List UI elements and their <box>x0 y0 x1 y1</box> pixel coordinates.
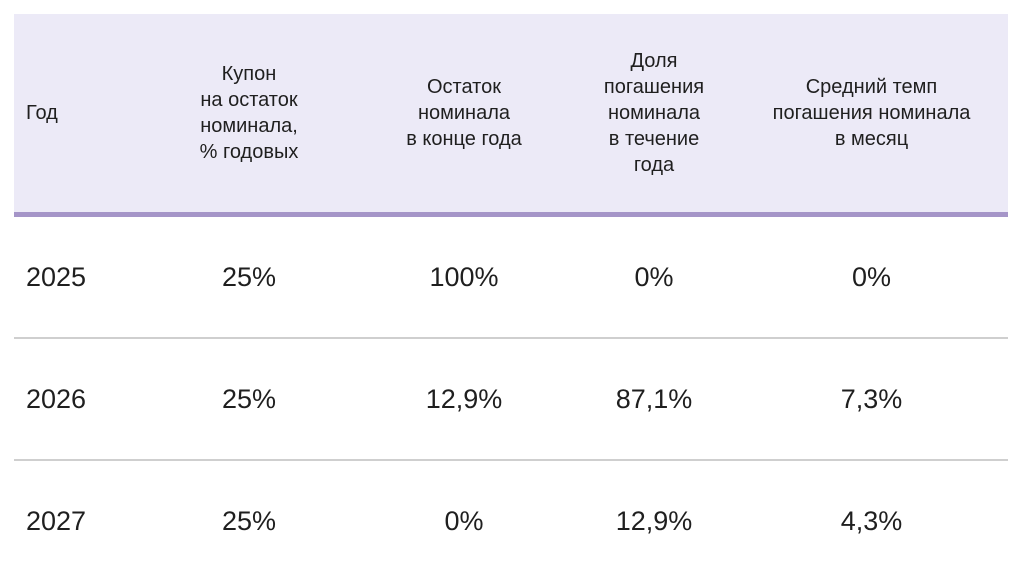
cell-coupon: 25% <box>221 261 277 292</box>
header-redemption-share: Доля погашения номинала в течение года <box>603 50 705 176</box>
table-row: 2026 25% 12,9% 87,1% 7,3% <box>14 339 1008 461</box>
cell-redemption-share: 0% <box>634 261 674 292</box>
cell-redemption-share: 87,1% <box>615 383 693 414</box>
cell-remaining-nominal: 100% <box>429 261 499 292</box>
header-monthly-rate: Средний темп погашения номинала в месяц <box>772 76 971 150</box>
cell-year: 2027 <box>26 505 87 536</box>
cell-year: 2026 <box>26 383 87 414</box>
cell-monthly-rate: 0% <box>851 261 892 292</box>
table-row: 2025 25% 100% 0% 0% <box>14 217 1008 339</box>
table-row: 2027 25% 0% 12,9% 4,3% <box>14 461 1008 581</box>
header-remaining-nominal: Остаток номинала в конце года <box>406 76 522 150</box>
header-coupon: Купон на остаток номинала, % годовых <box>199 63 299 163</box>
cell-redemption-share: 12,9% <box>615 505 693 536</box>
cell-coupon: 25% <box>221 383 277 414</box>
cell-remaining-nominal: 0% <box>444 505 484 536</box>
header-year: Год <box>26 102 58 124</box>
cell-coupon: 25% <box>221 505 277 536</box>
cell-remaining-nominal: 12,9% <box>425 383 503 414</box>
cell-monthly-rate: 4,3% <box>840 505 903 536</box>
table-header: Год Купон на остаток номинала, % годовых… <box>14 14 1008 217</box>
cell-year: 2025 <box>26 261 87 292</box>
cell-monthly-rate: 7,3% <box>840 383 903 414</box>
redemption-schedule-table: Год Купон на остаток номинала, % годовых… <box>14 14 1008 581</box>
